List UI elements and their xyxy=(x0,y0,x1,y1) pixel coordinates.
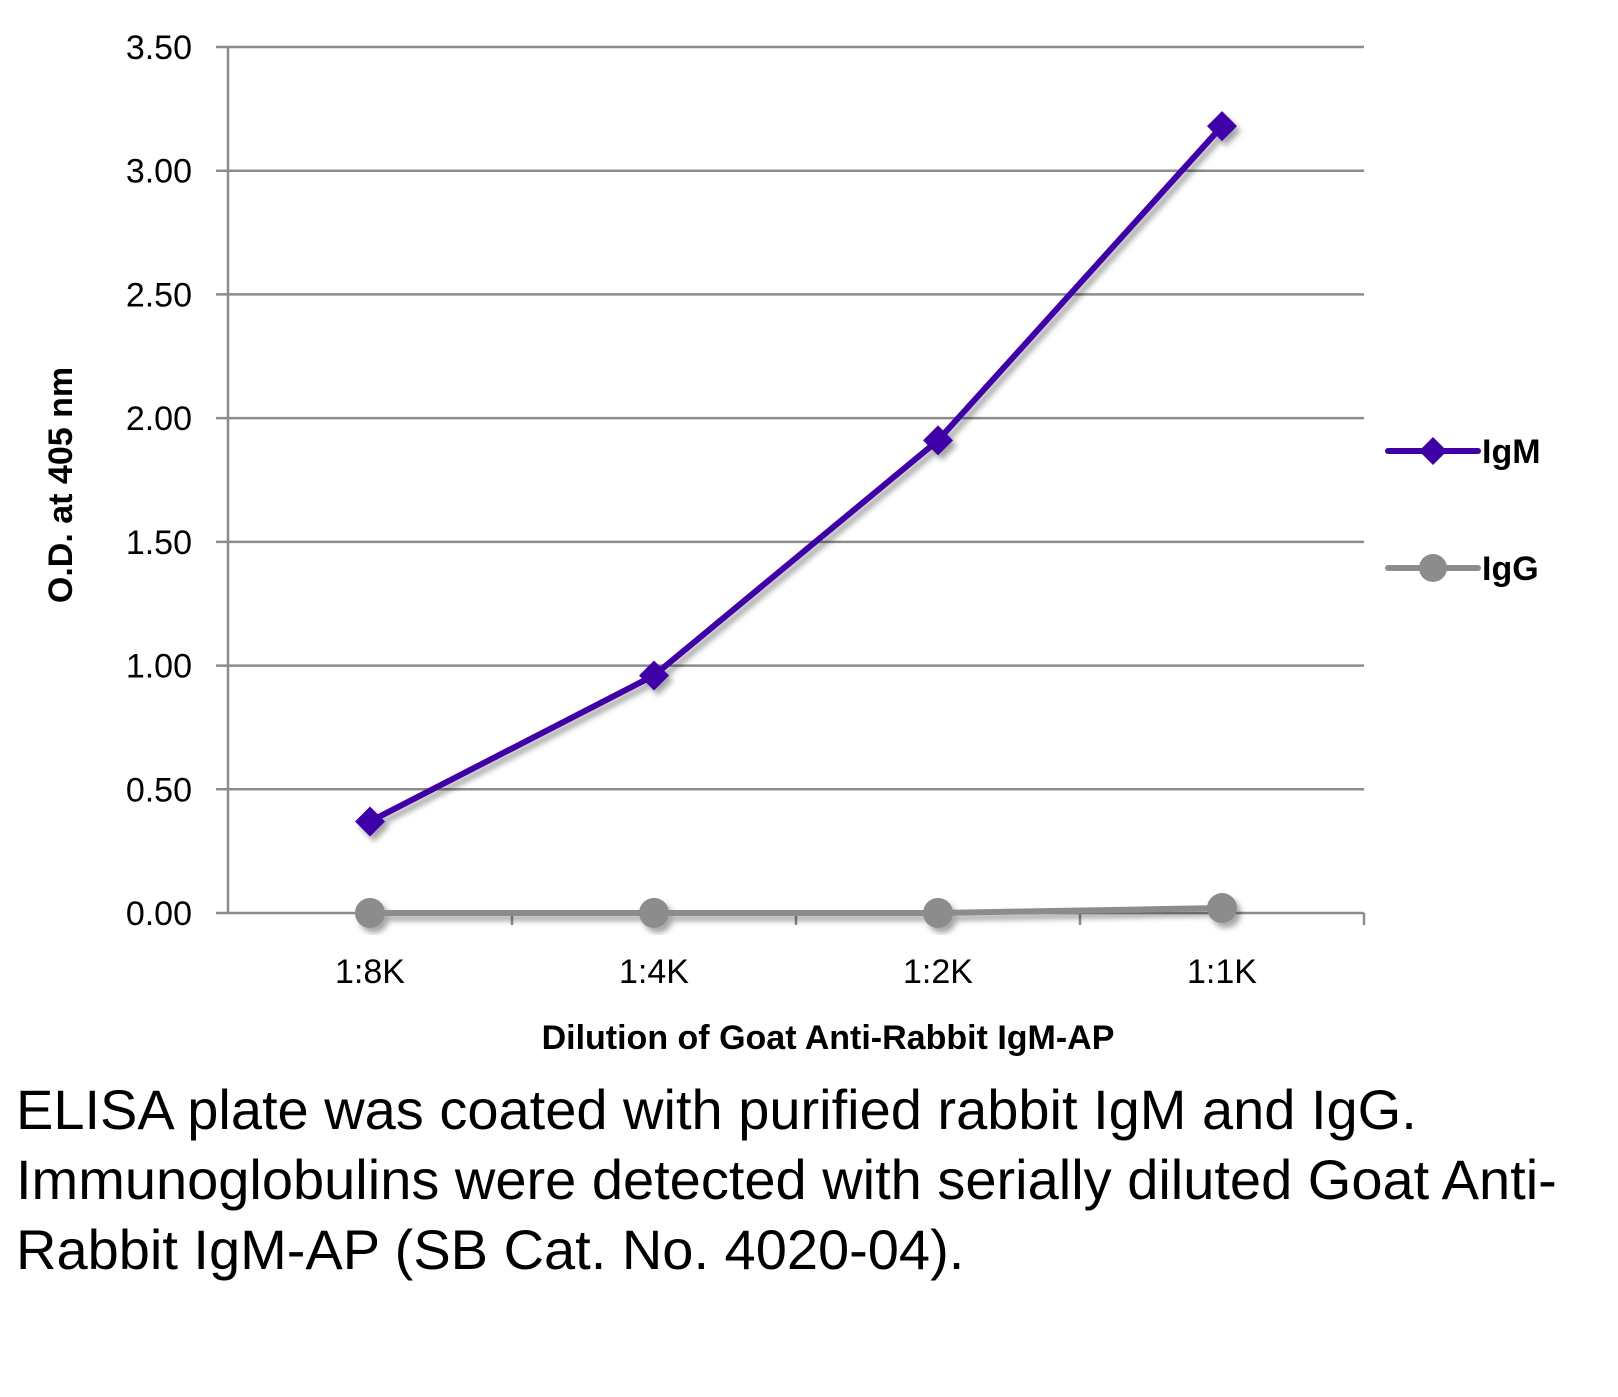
igm-point xyxy=(1207,111,1237,142)
y-tick-label: 1.50 xyxy=(126,524,192,562)
igg-line xyxy=(367,905,1225,916)
x-tick-label: 1:2K xyxy=(903,953,973,991)
igg-point xyxy=(639,898,669,928)
x-axis-title: Dilution of Goat Anti-Rabbit IgM-AP xyxy=(542,1019,1115,1057)
gridlines xyxy=(216,45,1364,791)
y-tick-label: 3.50 xyxy=(126,29,192,67)
axes: 0.00 0.50 1.00 1.50 2.00 2.50 3.00 3.50 1:8K 1:4K… xyxy=(126,29,1366,991)
x-tick-label: 1:1K xyxy=(1187,953,1257,991)
y-axis-title: O.D. at 405 nm xyxy=(42,367,80,603)
igg-point xyxy=(1207,893,1237,924)
figure-caption: ELISA plate was coated with purified rab… xyxy=(16,1078,1557,1281)
legend-item-igm: IgM xyxy=(1385,433,1541,471)
y-tick-label: 2.00 xyxy=(126,400,192,438)
igg-point xyxy=(355,898,385,928)
igm-line xyxy=(367,123,1225,825)
y-tick-label: 0.50 xyxy=(126,771,192,809)
elisa-line-chart: 0.00 0.50 1.00 1.50 2.00 2.50 3.00 3.50 1:8K 1:4K… xyxy=(42,29,1541,1057)
igm-point xyxy=(639,660,669,691)
legend-marker-igg xyxy=(1419,554,1447,582)
y-tick-label: 1.00 xyxy=(126,648,192,686)
igg-point xyxy=(923,898,953,928)
series-group xyxy=(355,111,1237,928)
y-tick-label: 0.00 xyxy=(126,895,192,933)
igm-point xyxy=(355,806,385,837)
legend-item-igg: IgG xyxy=(1385,550,1539,588)
x-tick-label: 1:8K xyxy=(335,953,405,991)
legend-marker-igm xyxy=(1419,437,1447,465)
igm-point xyxy=(923,425,953,456)
legend-label-igm: IgM xyxy=(1482,433,1541,471)
series-igm xyxy=(355,111,1237,837)
legend: IgM IgG xyxy=(1385,433,1541,588)
series-igg xyxy=(355,893,1237,928)
y-tick-label: 3.00 xyxy=(126,153,192,191)
x-tick-label: 1:4K xyxy=(619,953,689,991)
y-tick-label: 2.50 xyxy=(126,276,192,314)
legend-label-igg: IgG xyxy=(1482,550,1539,588)
